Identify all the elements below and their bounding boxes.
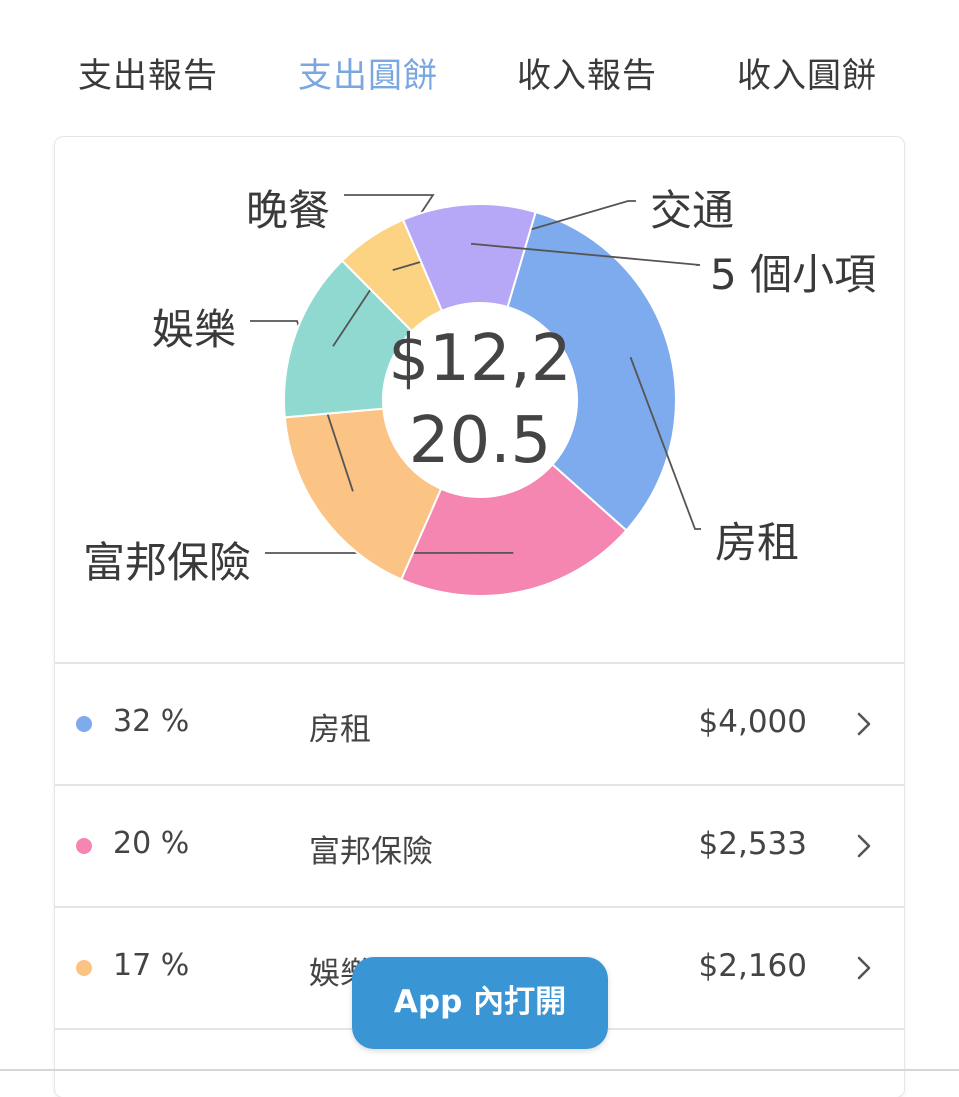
slice-label: 娛樂 bbox=[152, 305, 236, 354]
category-name: 房租 bbox=[309, 704, 371, 749]
slice-label: 交通 bbox=[650, 186, 734, 235]
tab-expense-pie[interactable]: 支出圓餅 bbox=[298, 48, 438, 97]
slice-label: 房租 bbox=[715, 518, 799, 567]
chevron-right-icon bbox=[854, 832, 874, 860]
donut-chart: 房租 富邦保險 娛樂 晚餐 交通 5 個小項 $12,2 20.5 bbox=[55, 137, 904, 662]
donut-chart-svg: 房租 富邦保險 娛樂 晚餐 交通 5 個小項 $12,2 20.5 bbox=[55, 137, 904, 662]
category-percent: 20 % bbox=[113, 826, 189, 861]
slice-label: 富邦保險 bbox=[83, 538, 251, 587]
category-amount: $2,533 bbox=[699, 826, 807, 862]
tab-bar: 支出報告 支出圓餅 收入報告 收入圓餅 bbox=[0, 0, 959, 130]
chevron-right-icon bbox=[854, 710, 874, 738]
total-amount-line2: 20.5 bbox=[409, 404, 552, 478]
category-percent: 32 % bbox=[113, 704, 189, 739]
category-amount: $4,000 bbox=[699, 704, 807, 740]
category-name: 富邦保險 bbox=[309, 826, 433, 871]
tab-income-report[interactable]: 收入報告 bbox=[517, 48, 657, 97]
slice-label: 晚餐 bbox=[246, 186, 330, 235]
list-item[interactable]: 32 % 房租 $4,000 bbox=[55, 664, 904, 784]
category-percent: 17 % bbox=[113, 948, 189, 983]
tab-expense-report[interactable]: 支出報告 bbox=[78, 48, 218, 97]
category-color-dot bbox=[76, 838, 92, 854]
chevron-right-icon bbox=[854, 954, 874, 982]
list-item[interactable]: 20 % 富邦保險 $2,533 bbox=[55, 786, 904, 906]
bottom-divider bbox=[0, 1069, 959, 1071]
slice-label: 5 個小項 bbox=[710, 250, 876, 299]
category-color-dot bbox=[76, 960, 92, 976]
open-in-app-button[interactable]: App 內打開 bbox=[352, 957, 608, 1049]
total-amount-line1: $12,2 bbox=[388, 322, 571, 396]
category-color-dot bbox=[76, 716, 92, 732]
tab-income-pie[interactable]: 收入圓餅 bbox=[737, 48, 877, 97]
category-amount: $2,160 bbox=[699, 948, 807, 984]
